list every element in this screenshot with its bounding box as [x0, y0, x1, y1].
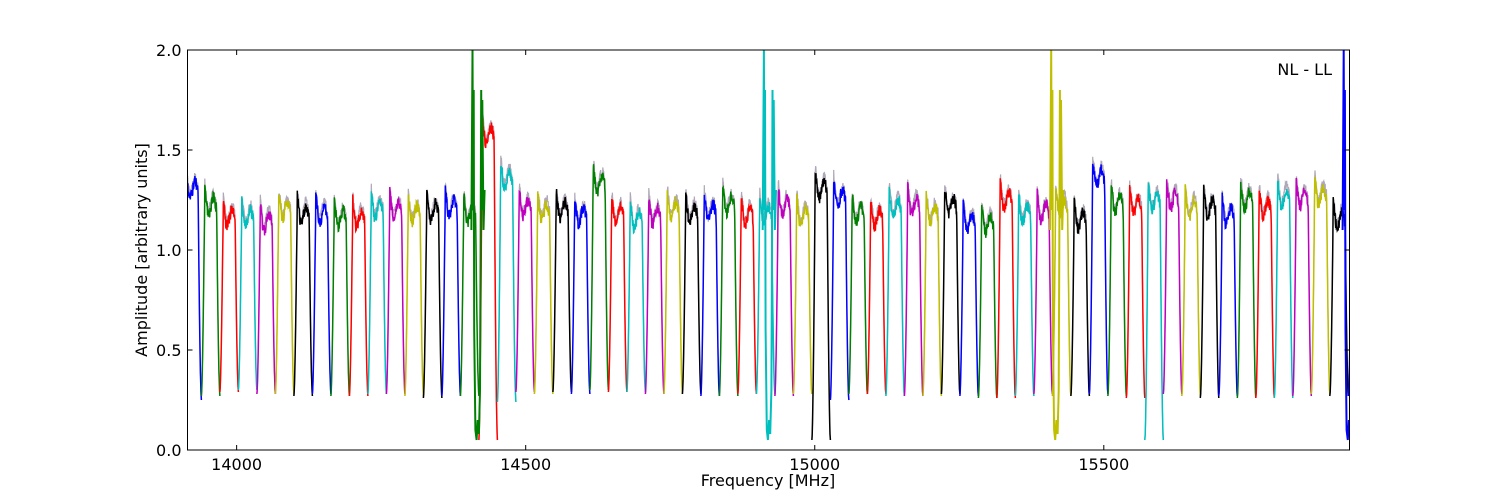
subband-trace-27 [681, 192, 702, 395]
background-trace-66 [1404, 183, 1423, 398]
subband-trace-42 [959, 199, 980, 397]
subband-trace-19 [533, 191, 554, 395]
subband-trace-57 [1236, 181, 1257, 399]
subband-trace-51 [1125, 184, 1146, 399]
subband-trace-26 [663, 190, 684, 395]
subband-trace-43 [977, 205, 998, 399]
subband-trace-63 [1347, 322, 1350, 397]
subband-trace-8 [330, 197, 351, 397]
background-trace-63 [1347, 330, 1350, 397]
subband-trace-9 [348, 194, 369, 397]
background-trace-71 [1496, 110, 1500, 440]
rfi-spike-2 [1049, 50, 1065, 441]
subband-trace-59 [1273, 180, 1294, 399]
subband-trace-12 [404, 194, 425, 397]
subband-trace-20 [552, 188, 573, 393]
subband-trace-10 [367, 191, 388, 395]
subband-trace-2 [219, 201, 240, 393]
rfi-spike-0 [470, 50, 486, 441]
subband-trace-18 [515, 190, 536, 393]
subband-trace-24 [626, 201, 647, 393]
subband-trace-17 [496, 165, 517, 403]
subband-trace-29 [718, 184, 739, 397]
subband-trace-67 [1422, 191, 1441, 398]
background-trace-68 [1441, 171, 1460, 396]
subband-trace-60 [1292, 177, 1313, 397]
subband-trace-5 [274, 194, 295, 395]
subband-trace-38 [885, 186, 906, 397]
subband-trace-65 [1385, 175, 1404, 399]
x-tick-label: 15000 [789, 455, 840, 474]
subband-trace-28 [700, 194, 721, 397]
subband-trace-61 [1310, 176, 1331, 395]
y-axis-label: Amplitude [arbitrary units] [132, 143, 151, 357]
rfi-spike-1 [761, 50, 777, 441]
subband-trace-68 [1441, 176, 1460, 396]
subband-trace-4 [256, 204, 277, 395]
subband-trace-34 [811, 172, 832, 441]
subband-trace-0 [187, 176, 203, 401]
subband-trace-6 [293, 190, 314, 397]
subband-trace-70 [1478, 195, 1497, 396]
plot-background [187, 50, 1350, 450]
subband-trace-44 [996, 178, 1017, 399]
subband-trace-40 [922, 190, 943, 397]
subband-trace-56 [1218, 192, 1239, 397]
subband-trace-33 [792, 193, 813, 395]
subband-trace-21 [570, 201, 591, 395]
subband-trace-23 [607, 198, 628, 393]
subband-trace-41 [940, 191, 961, 395]
y-tick-label: 1.0 [156, 241, 181, 260]
subband-trace-13 [422, 189, 443, 399]
y-tick-label: 0.0 [156, 441, 181, 460]
y-tick-label: 2.0 [156, 41, 181, 60]
subband-trace-55 [1199, 184, 1220, 399]
subband-trace-35 [829, 181, 850, 401]
subband-trace-30 [737, 198, 758, 395]
subband-trace-36 [848, 194, 869, 395]
x-tick-label: 14000 [211, 455, 262, 474]
subband-trace-69 [1459, 196, 1478, 396]
y-tick-label: 1.5 [156, 141, 181, 160]
ticks-layer: 14000 14500 15000 15500 0.0 0.5 1.0 1.5 2.0 [156, 41, 1350, 474]
y-tick-label: 0.5 [156, 341, 181, 360]
background-trace-67 [1422, 192, 1441, 398]
x-tick-label: 14500 [500, 455, 551, 474]
subband-trace-64 [1367, 193, 1386, 396]
subband-trace-22 [589, 164, 610, 391]
subband-trace-48 [1070, 197, 1091, 397]
subband-trace-50 [1107, 185, 1128, 397]
subband-trace-15 [459, 193, 480, 397]
subband-trace-54 [1181, 184, 1202, 397]
subband-trace-37 [866, 201, 887, 395]
subband-trace-53 [1162, 179, 1183, 395]
x-axis-label: Frequency [MHz] [701, 471, 835, 490]
subband-trace-45 [1014, 194, 1035, 397]
subband-trace-49 [1088, 163, 1109, 395]
subband-trace-3 [237, 196, 258, 391]
subband-trace-66 [1404, 193, 1423, 399]
annotation-label: NL - LL [1277, 60, 1332, 79]
subband-trace-25 [644, 199, 665, 395]
background-trace-70 [1478, 190, 1497, 396]
subband-trace-32 [774, 189, 795, 397]
series-layer [187, 50, 1500, 441]
subband-trace-11 [385, 186, 406, 395]
subband-trace-14 [441, 185, 462, 397]
background-trace-64 [1367, 187, 1386, 397]
subband-trace-52 [1144, 182, 1165, 441]
subband-trace-1 [200, 184, 221, 397]
background-trace-65 [1385, 174, 1404, 398]
subband-trace-39 [903, 181, 924, 397]
subband-trace-71 [1496, 115, 1500, 440]
subband-trace-58 [1255, 190, 1276, 399]
subband-trace-7 [311, 192, 332, 395]
background-trace-69 [1459, 191, 1478, 396]
x-tick-label: 15500 [1078, 455, 1129, 474]
